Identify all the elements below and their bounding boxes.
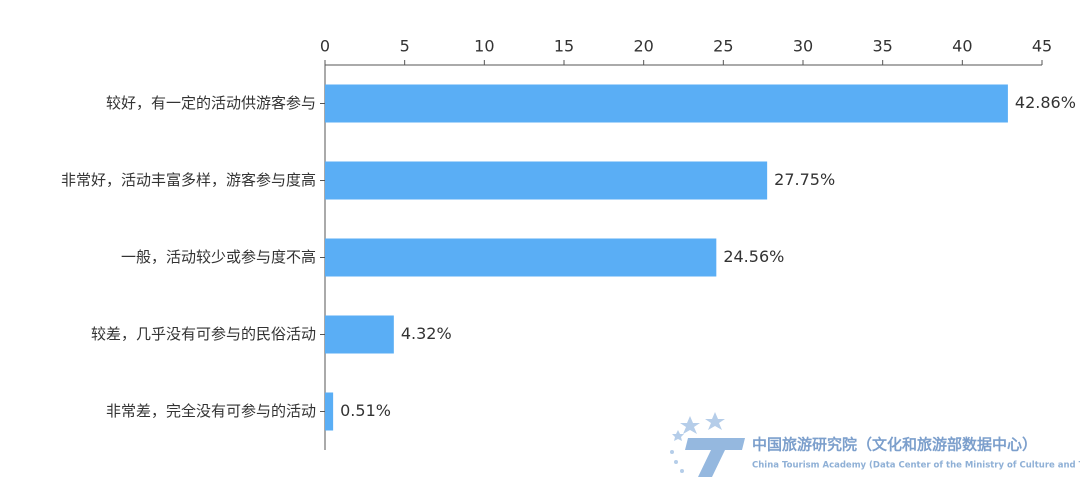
x-tick-label: 20 bbox=[633, 37, 653, 56]
x-tick-label: 45 bbox=[1032, 37, 1052, 56]
x-tick-label: 30 bbox=[793, 37, 813, 56]
x-tick-label: 0 bbox=[320, 37, 330, 56]
x-tick-label: 40 bbox=[952, 37, 972, 56]
x-tick-label: 5 bbox=[400, 37, 410, 56]
y-tick-label: 非常差，完全没有可参与的活动 bbox=[106, 402, 316, 420]
value-label: 4.32% bbox=[401, 324, 452, 343]
value-label: 24.56% bbox=[723, 247, 784, 266]
y-tick-label: 较差，几乎没有可参与的民俗活动 bbox=[91, 325, 316, 343]
bar bbox=[325, 161, 768, 200]
watermark-title: 中国旅游研究院（文化和旅游部数据中心） bbox=[752, 436, 1037, 454]
watermark-subtitle: China Tourism Academy (Data Center of th… bbox=[752, 461, 1080, 471]
x-tick-label: 10 bbox=[474, 37, 494, 56]
bar bbox=[325, 392, 334, 431]
value-label: 42.86% bbox=[1015, 93, 1076, 112]
bar bbox=[325, 315, 394, 354]
logo bbox=[670, 412, 745, 477]
bar bbox=[325, 84, 1008, 123]
value-label: 27.75% bbox=[774, 170, 835, 189]
x-tick-label: 25 bbox=[713, 37, 733, 56]
x-tick-label: 15 bbox=[554, 37, 574, 56]
x-tick-label: 35 bbox=[872, 37, 892, 56]
y-tick-label: 较好，有一定的活动供游客参与 bbox=[106, 94, 316, 112]
y-tick-label: 一般，活动较少或参与度不高 bbox=[121, 248, 316, 266]
bar bbox=[325, 238, 717, 277]
value-label: 0.51% bbox=[340, 401, 391, 420]
y-tick-label: 非常好，活动丰富多样，游客参与度高 bbox=[61, 171, 316, 189]
